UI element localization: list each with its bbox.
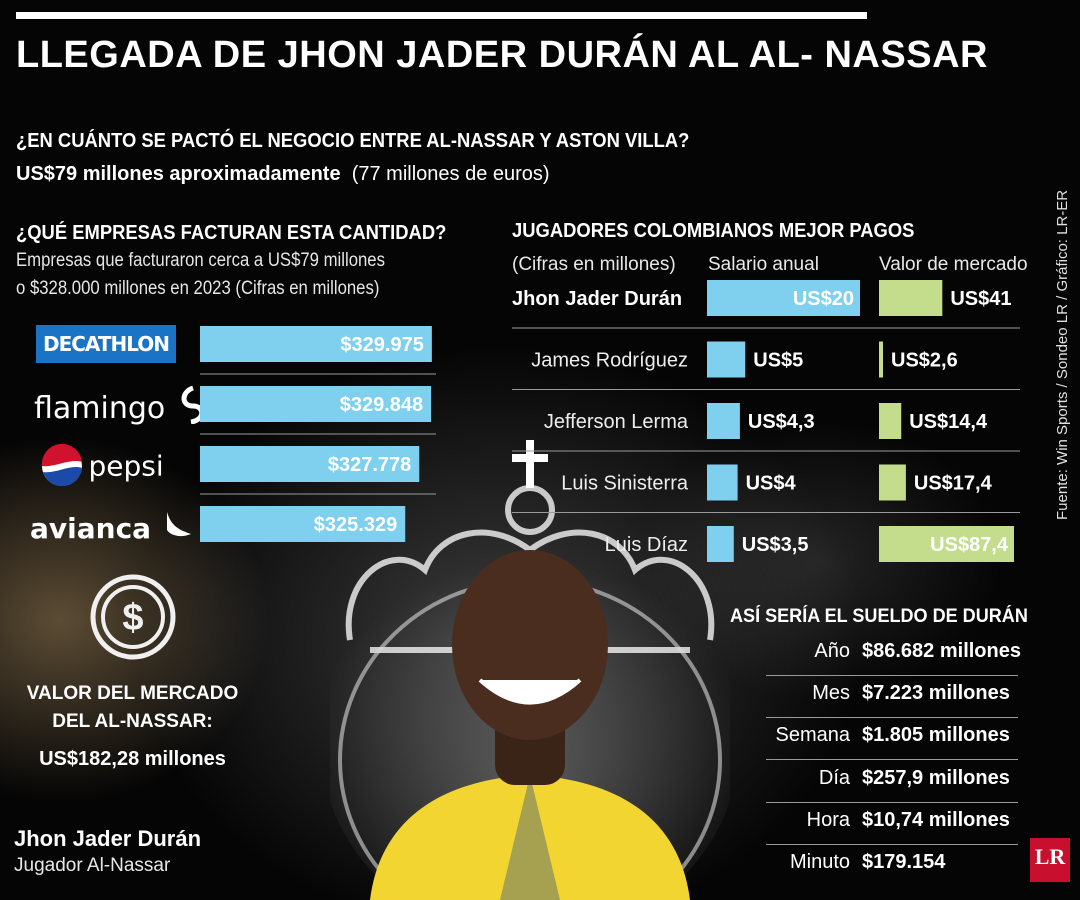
top-rule — [16, 12, 867, 19]
market-bar — [879, 341, 884, 378]
salary-bar — [707, 403, 740, 439]
player-role: Jugador Al-Nassar — [14, 855, 171, 876]
market-value-label: US$87,4 — [930, 534, 1009, 556]
market-value-label: US$14,4 — [909, 411, 988, 433]
companies-question: ¿QUÉ EMPRESAS FACTURAN ESTA CANTIDAD? — [16, 222, 447, 244]
salary-breakdown-title: ASÍ SERÍA EL SUELDO DE DURÁN — [730, 606, 1028, 627]
salary-period-label: Hora — [806, 808, 850, 831]
avianca-logo: avianca — [30, 508, 195, 545]
flamingo-logo-text: flamingo — [34, 391, 166, 426]
companies-subtitle-1: Empresas que facturaron cerca a US$79 mi… — [16, 250, 385, 271]
player-label: Luis Sinisterra — [561, 473, 689, 495]
page-title: LLEGADA DE JHON JADER DURÁN AL AL- NASSA… — [16, 34, 988, 76]
salary-column-header: Salario anual — [708, 254, 819, 275]
market-bar — [879, 280, 943, 316]
deal-amount-eur: (77 millones de euros) — [351, 163, 550, 185]
company-bar — [200, 506, 406, 542]
salary-period-label: Día — [818, 766, 850, 789]
market-column-header: Valor de mercado — [879, 254, 1028, 275]
salary-period-value: $257,9 millones — [862, 766, 1010, 789]
salary-period-label: Semana — [775, 724, 851, 747]
salary-period-label: Minuto — [789, 851, 850, 873]
salary-bar — [707, 526, 734, 562]
pepsi-logo: pepsi — [40, 443, 164, 488]
salary-value-label: US$3,5 — [742, 534, 809, 556]
market-value-title-line-1: VALOR DEL MERCADO — [26, 683, 239, 704]
company-value-label: $325.329 — [314, 514, 397, 536]
source-note: Fuente: Win Sports / Sondeo LR / Gráfico… — [1054, 189, 1071, 520]
salary-row-separator — [766, 801, 1018, 803]
company-value-label: $329.848 — [340, 394, 423, 416]
market-value-title: VALOR DEL MERCADO DEL AL-NASSAR: — [20, 680, 245, 736]
companies-subtitle-2: o $328.000 millones en 2023 (Cifras en m… — [16, 278, 380, 299]
company-value-label: $327.778 — [328, 454, 411, 476]
market-bar — [879, 526, 1014, 562]
market-value-title-line-2: DEL AL-NASSAR: — [52, 711, 213, 732]
player-label: James Rodríguez — [531, 350, 688, 372]
players-units-label: (Cifras en millones) — [512, 254, 676, 275]
flamingo-logo: flamingo — [34, 384, 209, 426]
salary-row-separator — [766, 717, 1018, 719]
salary-period-value: $10,74 millones — [862, 808, 1010, 831]
company-bar — [200, 326, 432, 362]
salary-period-value: $1.805 millones — [862, 724, 1010, 747]
salary-row-separator — [766, 759, 1018, 761]
pepsi-logo-text: pepsi — [88, 449, 164, 483]
svg-text:$: $ — [122, 597, 143, 639]
salary-period-value: $86.682 millones — [862, 640, 1021, 662]
deal-question: ¿EN CUÁNTO SE PACTÓ EL NEGOCIO ENTRE AL-… — [16, 130, 690, 152]
market-value-label: US$2,6 — [891, 350, 958, 372]
company-bar — [200, 446, 420, 482]
deal-amount-line: US$79 millones aproximadamente (77 millo… — [16, 163, 550, 186]
market-value-label: US$17,4 — [914, 473, 993, 495]
salary-bar — [707, 341, 746, 378]
company-value-label: $329.975 — [340, 334, 423, 356]
company-bar — [200, 386, 432, 422]
decathlon-logo: DECATHLON — [36, 325, 176, 363]
salary-period-value: $7.223 millones — [862, 682, 1010, 705]
avianca-logo-text: avianca — [30, 512, 152, 545]
salary-value-label: US$5 — [753, 350, 803, 372]
market-bar — [879, 403, 902, 439]
salary-value-label: US$4 — [746, 473, 797, 495]
salary-bar — [707, 280, 860, 316]
market-value-label: US$41 — [950, 288, 1011, 310]
salary-row-separator — [766, 843, 1018, 845]
salary-value-label: US$20 — [793, 288, 854, 310]
market-bar — [879, 464, 906, 501]
salary-bar — [707, 464, 738, 501]
player-photo — [330, 540, 730, 900]
salary-period-label: Mes — [812, 682, 850, 705]
player-label: Jhon Jader Durán — [512, 288, 682, 310]
deal-amount: US$79 millones aproximadamente — [16, 163, 341, 185]
dollar-coin-icon: $ — [90, 574, 176, 660]
market-value-amount: US$182,28 millones — [39, 748, 226, 770]
salary-period-label: Año — [814, 640, 850, 662]
player-name: Jhon Jader Durán — [14, 826, 202, 851]
salary-row-separator — [766, 675, 1018, 676]
flamingo-icon — [181, 385, 205, 425]
player-label: Luis Díaz — [605, 534, 688, 556]
players-section-title: JUGADORES COLOMBIANOS MEJOR PAGOS — [512, 220, 915, 242]
pepsi-globe-icon — [41, 443, 82, 487]
player-label: Jefferson Lerma — [544, 411, 689, 433]
avianca-bird-icon — [166, 512, 191, 537]
lr-brand-logo: LR — [1030, 838, 1070, 882]
salary-value-label: US$4,3 — [748, 411, 815, 433]
salary-period-value: $179.154 — [862, 851, 946, 873]
